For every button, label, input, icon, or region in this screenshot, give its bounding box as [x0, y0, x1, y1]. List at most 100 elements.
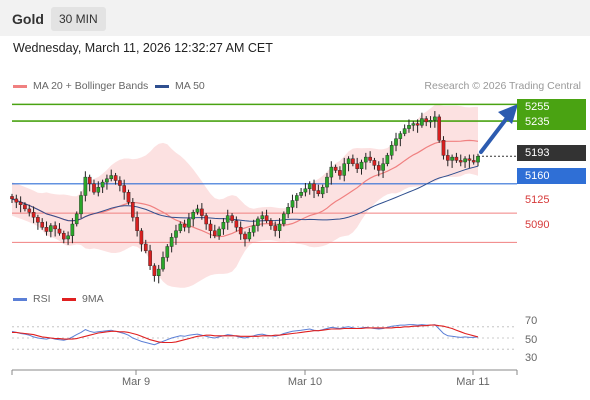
- legend-ma50: MA 50: [155, 80, 205, 92]
- candle-body: [256, 218, 260, 226]
- candle: [87, 174, 92, 192]
- legend-9ma: 9MA: [62, 293, 104, 305]
- candle-body: [325, 176, 329, 188]
- candle: [325, 172, 329, 194]
- timeframe-button[interactable]: 30 MIN: [51, 7, 106, 31]
- candle: [14, 194, 19, 209]
- candle: [372, 157, 377, 170]
- candle-body: [70, 223, 75, 236]
- candle: [316, 184, 321, 197]
- candle-body: [191, 212, 196, 220]
- candle-body: [139, 230, 144, 245]
- candle-body: [277, 223, 282, 231]
- candle: [66, 231, 70, 245]
- x-label-mar11: Mar 11: [456, 376, 490, 388]
- candle-body: [66, 235, 70, 240]
- candle: [31, 206, 36, 224]
- rsi-tick-70: 70: [525, 315, 538, 327]
- candle: [40, 218, 44, 230]
- level-label-pivot: 5160: [517, 168, 586, 184]
- candle: [454, 152, 459, 163]
- candle-body: [264, 215, 269, 221]
- candle: [295, 193, 299, 209]
- candle: [407, 119, 411, 133]
- candle: [174, 224, 178, 245]
- candle-body: [152, 265, 157, 276]
- candle-body: [187, 218, 191, 228]
- candle: [264, 209, 269, 224]
- candle: [79, 191, 83, 219]
- candle: [467, 154, 472, 168]
- candle-body: [342, 163, 347, 176]
- candle: [398, 131, 403, 147]
- candle-body: [40, 222, 44, 228]
- candle: [92, 179, 96, 195]
- candle-body: [118, 180, 122, 186]
- candle: [225, 209, 230, 230]
- candle-body: [182, 223, 187, 228]
- candle-body: [299, 191, 303, 196]
- candle-body: [372, 160, 377, 166]
- legend-ma50-label: MA 50: [175, 80, 205, 92]
- candle: [463, 156, 467, 168]
- level-label-r2: 5255: [517, 99, 586, 115]
- candle: [74, 211, 79, 227]
- candle: [342, 157, 347, 182]
- candle: [10, 193, 14, 204]
- candle-body: [463, 158, 467, 163]
- candle: [402, 124, 407, 137]
- copyright-text: Research © 2026 Trading Central: [424, 80, 581, 92]
- candle: [156, 264, 161, 284]
- candle: [83, 171, 88, 202]
- candle-body: [351, 158, 355, 164]
- rsi-tick-30: 30: [525, 352, 538, 364]
- candle: [62, 230, 66, 244]
- candle: [243, 231, 247, 247]
- candle: [44, 221, 49, 236]
- candle-body: [174, 230, 178, 238]
- candle-body: [27, 208, 32, 213]
- candle: [282, 211, 286, 227]
- candle-body: [23, 204, 27, 210]
- candle-body: [415, 123, 420, 126]
- candle: [152, 263, 157, 282]
- candle-body: [169, 237, 174, 247]
- candle: [217, 226, 221, 240]
- candle: [394, 132, 398, 152]
- candle: [57, 223, 62, 236]
- candle-body: [394, 138, 398, 146]
- candle-body: [105, 178, 109, 183]
- candle: [364, 152, 368, 170]
- candle: [53, 221, 57, 237]
- candle: [191, 209, 196, 227]
- candle: [221, 218, 226, 235]
- candle: [428, 116, 433, 128]
- candle-body: [200, 208, 204, 216]
- candle-body: [420, 118, 424, 126]
- legend-ma50-swatch: [155, 84, 169, 88]
- candle-body: [251, 225, 256, 233]
- candle-body: [476, 155, 480, 163]
- candle-body: [204, 215, 209, 225]
- trend-arrow-shaft: [479, 112, 512, 154]
- candle-body: [282, 213, 286, 225]
- candle: [200, 203, 204, 220]
- candle: [273, 221, 278, 237]
- candle: [381, 157, 385, 178]
- candle: [96, 181, 101, 197]
- candle-body: [135, 217, 139, 231]
- candle-body: [346, 158, 351, 164]
- candle-body: [212, 230, 217, 236]
- candle-body: [96, 186, 101, 193]
- candle: [471, 154, 476, 165]
- candle-body: [247, 232, 252, 240]
- candle-body: [161, 257, 165, 270]
- candle-body: [359, 161, 364, 170]
- candle-body: [234, 220, 239, 228]
- candle-body: [428, 120, 433, 123]
- candle: [303, 182, 308, 197]
- candle-body: [260, 215, 265, 220]
- candle: [260, 211, 265, 227]
- candle-body: [329, 166, 334, 178]
